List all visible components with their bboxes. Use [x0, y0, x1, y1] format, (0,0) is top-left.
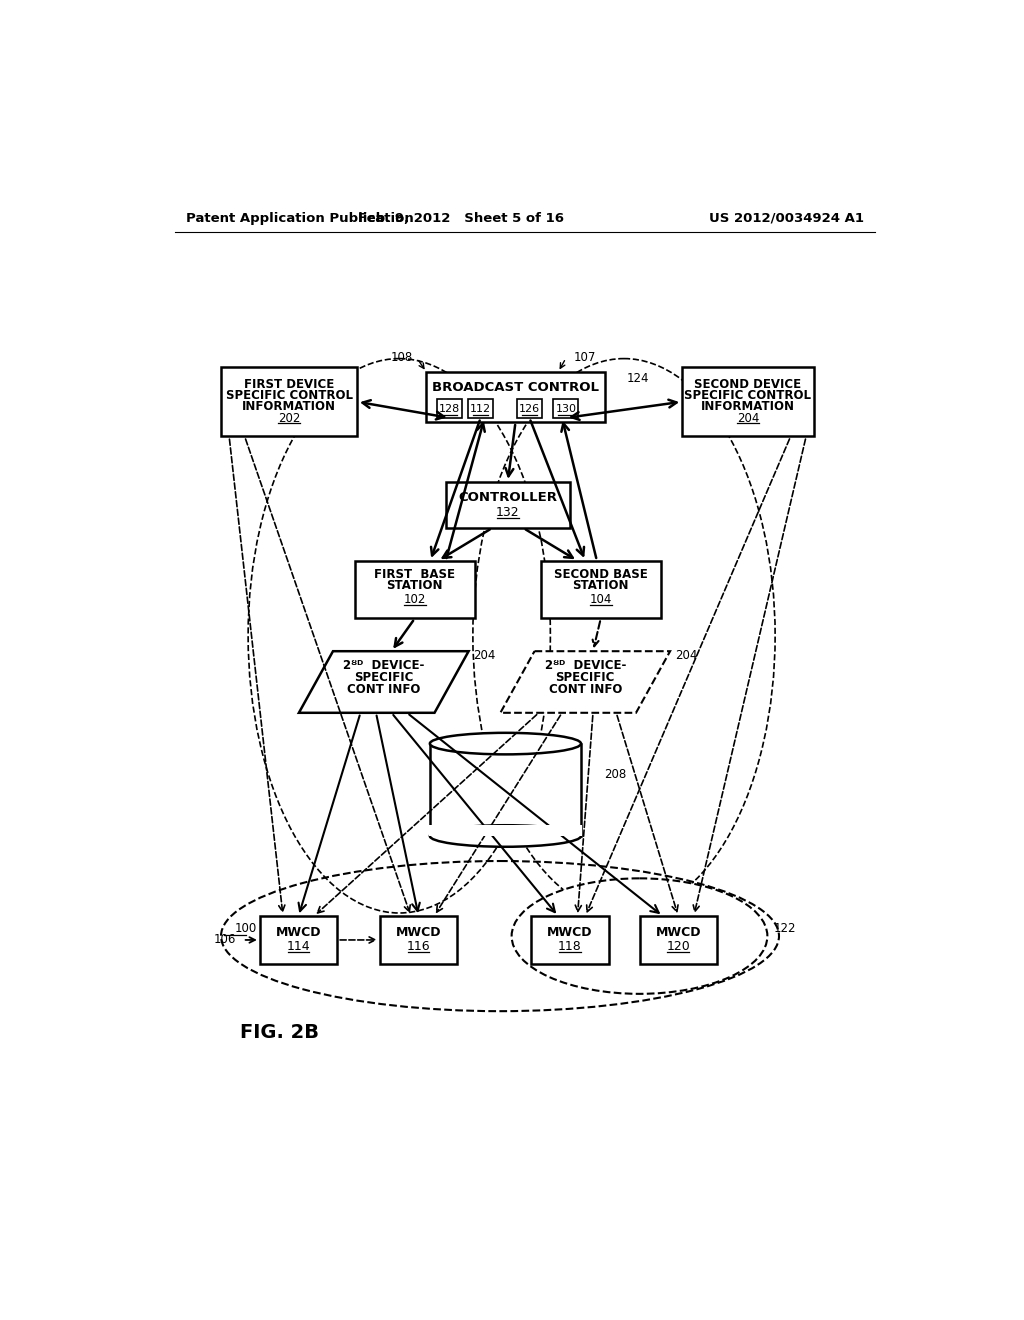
Text: 126: 126 [519, 404, 540, 413]
Bar [260, 916, 337, 964]
Bar [430, 743, 581, 836]
Text: 202: 202 [278, 412, 300, 425]
Bar [468, 400, 493, 418]
Text: STATION: STATION [386, 579, 443, 593]
Text: MWCD: MWCD [275, 925, 322, 939]
Text: STATION: STATION [572, 579, 629, 593]
Text: INFORMATION: INFORMATION [701, 400, 795, 413]
Text: MWCD: MWCD [547, 925, 593, 939]
Text: 208: 208 [604, 768, 627, 781]
Text: 104: 104 [590, 593, 612, 606]
Text: SPECIFIC: SPECIFIC [556, 671, 615, 684]
Bar [541, 561, 660, 619]
Polygon shape [299, 651, 469, 713]
Text: SECOND DEVICE: SECOND DEVICE [694, 379, 802, 391]
Text: Patent Application Publication: Patent Application Publication [186, 213, 414, 224]
Text: 124: 124 [627, 372, 649, 384]
Text: 112: 112 [470, 404, 492, 413]
Ellipse shape [221, 861, 779, 1011]
Text: 118: 118 [558, 940, 582, 953]
Text: FIRST DEVICE: FIRST DEVICE [244, 379, 334, 391]
Text: SPECIFIC CONTROL: SPECIFIC CONTROL [225, 389, 352, 403]
Text: MWCD: MWCD [396, 925, 441, 939]
Text: SPECIFIC CONTROL: SPECIFIC CONTROL [684, 389, 811, 403]
Bar [517, 400, 542, 418]
Bar [429, 825, 582, 836]
Text: US 2012/0034924 A1: US 2012/0034924 A1 [710, 213, 864, 224]
Text: 114: 114 [287, 940, 310, 953]
Bar [531, 916, 608, 964]
Text: SPECIFIC: SPECIFIC [354, 671, 414, 684]
Text: 2ᴽᴰ  DEVICE-: 2ᴽᴰ DEVICE- [545, 659, 626, 672]
Text: 2ᴽᴰ  DEVICE-: 2ᴽᴰ DEVICE- [343, 659, 424, 672]
Text: INFORMATION: INFORMATION [243, 400, 336, 413]
Text: 102: 102 [403, 593, 426, 606]
Polygon shape [501, 651, 670, 713]
Bar [380, 916, 458, 964]
Text: 100: 100 [234, 921, 257, 935]
Ellipse shape [430, 733, 581, 755]
Text: 120: 120 [667, 940, 690, 953]
Text: CONTROLLER: CONTROLLER [459, 491, 557, 504]
Text: 106: 106 [214, 933, 237, 946]
Bar [554, 400, 579, 418]
Bar [426, 372, 604, 422]
Text: CONT INFO: CONT INFO [549, 684, 622, 696]
Bar [640, 916, 717, 964]
Bar [437, 400, 462, 418]
Text: 204: 204 [473, 648, 496, 661]
Text: FIRST  BASE: FIRST BASE [374, 568, 456, 581]
Text: SECOND BASE: SECOND BASE [554, 568, 647, 581]
Text: FIG. 2B: FIG. 2B [241, 1023, 319, 1041]
Text: CONT INFO: CONT INFO [347, 684, 421, 696]
Text: 128: 128 [439, 404, 460, 413]
Text: 204: 204 [675, 648, 697, 661]
Bar [445, 482, 569, 528]
Bar [221, 367, 357, 437]
Text: 107: 107 [573, 351, 596, 364]
Text: 204: 204 [737, 412, 759, 425]
Text: 130: 130 [555, 404, 577, 413]
Ellipse shape [430, 825, 581, 847]
Bar [354, 561, 475, 619]
Ellipse shape [512, 878, 767, 994]
Text: Feb. 9, 2012   Sheet 5 of 16: Feb. 9, 2012 Sheet 5 of 16 [358, 213, 564, 224]
Bar [682, 367, 814, 437]
Text: 122: 122 [773, 921, 796, 935]
Text: BROADCAST CONTROL: BROADCAST CONTROL [432, 381, 599, 395]
Text: 132: 132 [496, 506, 519, 519]
Text: 116: 116 [407, 940, 430, 953]
Text: MWCD: MWCD [655, 925, 701, 939]
Text: 108: 108 [390, 351, 413, 364]
